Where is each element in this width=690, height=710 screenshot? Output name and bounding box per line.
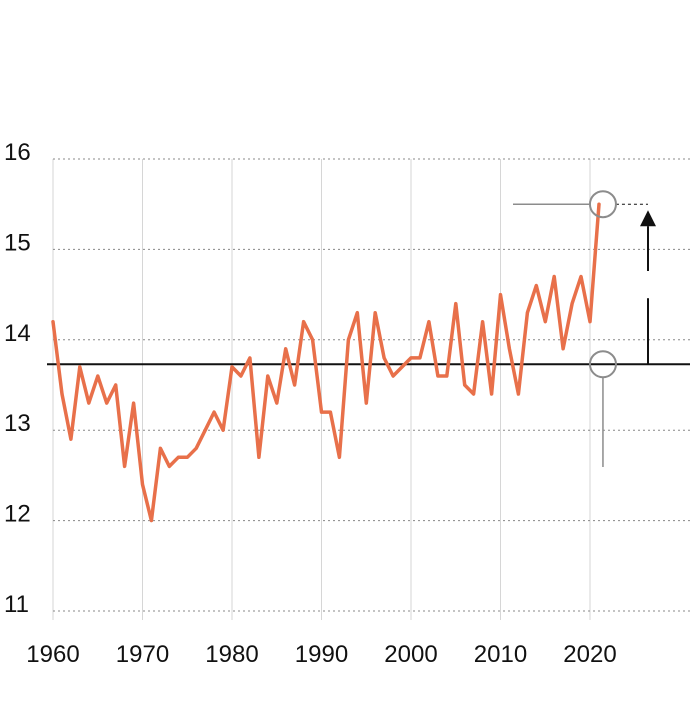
- x-tick-label: 2010: [474, 641, 527, 668]
- x-tick-label: 2020: [563, 641, 616, 668]
- x-tick-label: 1990: [295, 641, 348, 668]
- vertical-gridlines: [52, 159, 591, 620]
- y-tick-label: 14: [4, 320, 31, 347]
- annotation-guides: [513, 203, 648, 467]
- x-tick-label: 1970: [116, 641, 169, 668]
- x-axis-tick-labels: 1960 1970 1980 1990 2000 2010 2020: [26, 641, 616, 668]
- y-tick-label: 12: [4, 501, 31, 528]
- baseline-marker-circle: [588, 350, 617, 379]
- peak-marker-circle: [588, 190, 617, 219]
- horizontal-gridlines: [53, 158, 690, 612]
- y-tick-label: 11: [4, 591, 29, 618]
- series-line: [51, 202, 601, 523]
- y-tick-label: 13: [4, 410, 31, 437]
- x-tick-label: 1980: [205, 641, 258, 668]
- x-tick-label: 2000: [384, 641, 437, 668]
- x-tick-label: 1960: [26, 641, 79, 668]
- y-tick-label: 15: [4, 229, 31, 256]
- arrow-head-icon: [640, 210, 656, 227]
- y-tick-label: 16: [4, 139, 31, 166]
- annotation-markers: [588, 190, 656, 379]
- y-axis-tick-labels: 11 12 13 14 15 16: [4, 139, 31, 618]
